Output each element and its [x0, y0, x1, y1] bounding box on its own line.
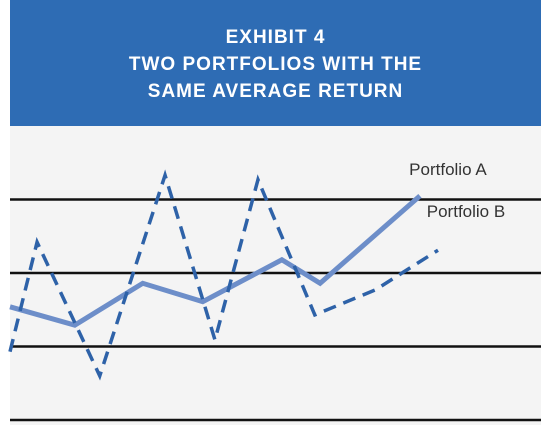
series-line — [9, 193, 422, 328]
series-label: Portfolio B — [426, 202, 506, 222]
series-line — [8, 169, 439, 381]
chart-title: EXHIBIT 4 TWO PORTFOLIOS WITH THE SAME AVE… — [10, 0, 541, 126]
series-label: Portfolio A — [409, 159, 487, 179]
title-line: EXHIBIT 4 — [225, 27, 326, 48]
title-line: TWO PORTFOLIOS WITH THE — [128, 54, 423, 75]
title-line: SAME AVERAGE RETURN — [147, 81, 404, 102]
